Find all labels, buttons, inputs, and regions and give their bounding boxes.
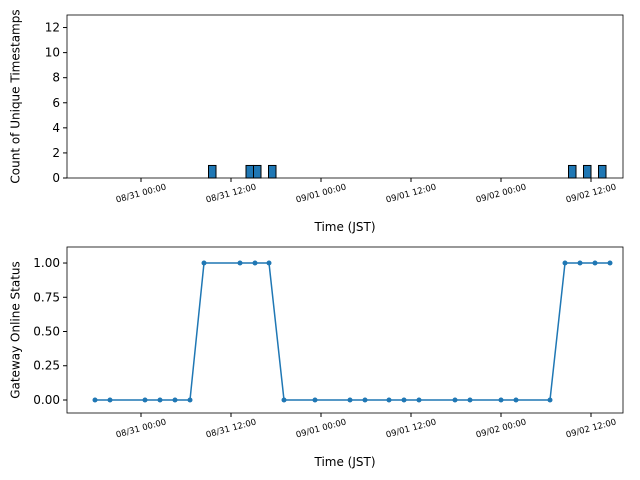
bar (568, 164, 577, 179)
y-axis-label: Count of Unique Timestamps (9, 9, 23, 183)
y-tick-label: 2 (52, 146, 60, 160)
y-tick-label: 6 (52, 96, 60, 110)
y-tick-label: 0.75 (33, 290, 60, 304)
point (386, 397, 392, 403)
point (547, 397, 553, 403)
x-tick-label: 08/31 00:00 (115, 417, 168, 440)
y-axis-label: Gateway Online Status (9, 261, 23, 399)
point (498, 397, 504, 403)
x-tick-label: 09/01 12:00 (385, 182, 438, 205)
x-axis-label: Time (JST) (313, 455, 375, 469)
x-tick-label: 08/31 12:00 (205, 417, 258, 440)
point (266, 260, 272, 266)
point (142, 397, 148, 403)
point (607, 260, 613, 266)
point (467, 397, 473, 403)
point (562, 260, 568, 266)
point (416, 397, 422, 403)
x-axis-label: Time (JST) (313, 220, 375, 234)
bar (268, 164, 277, 179)
point (92, 397, 98, 403)
y-tick-label: 0.50 (33, 325, 60, 339)
x-tick-label: 09/01 12:00 (385, 417, 438, 440)
point (187, 397, 193, 403)
y-tick-label: 0 (52, 171, 60, 185)
bar (583, 164, 592, 179)
point (107, 397, 113, 403)
y-tick-label: 12 (45, 21, 60, 35)
point (362, 397, 368, 403)
point (201, 260, 207, 266)
line (95, 262, 610, 401)
point (237, 260, 243, 266)
bar (253, 164, 262, 179)
x-tick-label: 09/02 12:00 (565, 417, 618, 440)
point (401, 397, 407, 403)
axes-frame (66, 246, 624, 414)
x-tick-label: 09/01 00:00 (295, 182, 348, 205)
point (592, 260, 598, 266)
y-tick-label: 8 (52, 71, 60, 85)
y-tick-label: 0.00 (33, 393, 60, 407)
y-tick-label: 1.00 (33, 256, 60, 270)
bar (245, 164, 254, 179)
x-tick-label: 08/31 00:00 (115, 182, 168, 205)
x-tick-label: 08/31 12:00 (205, 182, 258, 205)
x-tick-label: 09/02 12:00 (565, 182, 618, 205)
point (347, 397, 353, 403)
point (281, 397, 287, 403)
x-tick-label: 09/01 00:00 (295, 417, 348, 440)
point (172, 397, 178, 403)
point (252, 260, 258, 266)
y-tick-label: 0.25 (33, 359, 60, 373)
point (577, 260, 583, 266)
x-tick-label: 09/02 00:00 (475, 182, 528, 205)
point (157, 397, 163, 403)
point (312, 397, 318, 403)
axes-frame (66, 14, 624, 179)
y-tick-label: 4 (52, 121, 60, 135)
point (452, 397, 458, 403)
x-tick-label: 09/02 00:00 (475, 417, 528, 440)
point (513, 397, 519, 403)
bar (598, 164, 607, 179)
bar (208, 164, 217, 179)
y-tick-label: 10 (45, 46, 60, 60)
